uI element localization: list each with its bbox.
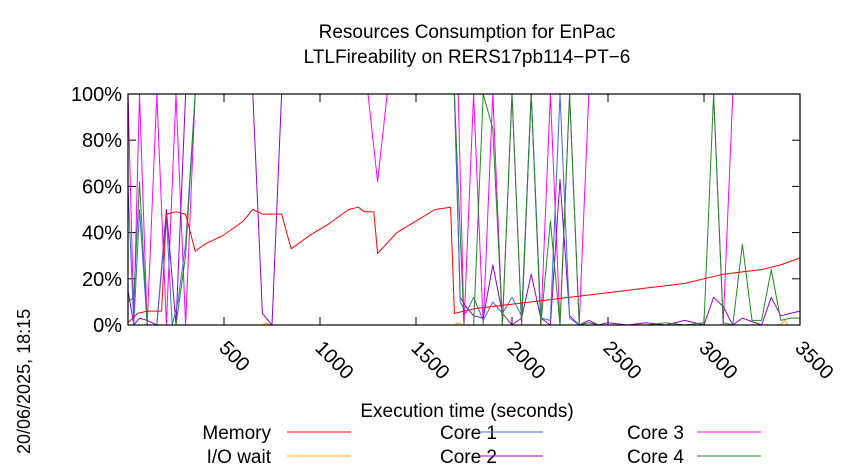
series-line-memory — [128, 206, 800, 324]
series-line-core-1 — [128, 93, 800, 326]
x-axis-label: Execution time (seconds) — [360, 401, 573, 422]
series-line-core-3 — [128, 93, 800, 326]
timestamp-label: 20/06/2025, 18:15 — [14, 309, 34, 454]
legend: Memory I/O wait Core 1 Core 2 Core 3 Core 4 — [202, 423, 761, 468]
legend-label: Core 3 — [627, 423, 684, 444]
title-line-1: Resources Consumption for EnPac — [319, 22, 616, 43]
x-axis: 500 1000 1500 2000 2500 3000 3500 — [214, 94, 837, 384]
chart-title: Resources Consumption for EnPac LTLFirea… — [304, 22, 631, 68]
x-tick-label: 3000 — [694, 337, 741, 384]
legend-label: Memory — [202, 423, 271, 444]
legend-label: Core 1 — [440, 423, 497, 444]
legend-label: Core 4 — [627, 447, 684, 468]
title-line-2: LTLFireability on RERS17pb114−PT−6 — [304, 47, 631, 68]
series-line-core-4 — [128, 93, 800, 326]
y-tick-label: 60% — [82, 176, 122, 198]
y-tick-label: 0% — [93, 315, 122, 337]
x-tick-label: 1500 — [406, 337, 453, 384]
plot-frame — [127, 93, 801, 326]
y-tick-label: 20% — [82, 269, 122, 291]
y-tick-label: 40% — [82, 223, 122, 245]
x-tick-label: 3500 — [790, 337, 837, 384]
x-tick-label: 1000 — [310, 337, 357, 384]
x-tick-label: 2500 — [598, 337, 645, 384]
y-axis: 0% 20% 40% 60% 80% 100% — [71, 84, 800, 337]
legend-label: I/O wait — [207, 447, 272, 468]
series-lines — [128, 93, 800, 326]
series-line-core-2 — [128, 93, 800, 326]
x-tick-label: 2000 — [502, 337, 549, 384]
x-tick-label: 500 — [214, 337, 253, 376]
y-tick-label: 100% — [71, 84, 122, 106]
legend-label: Core 2 — [440, 447, 497, 468]
y-tick-label: 80% — [82, 130, 122, 152]
